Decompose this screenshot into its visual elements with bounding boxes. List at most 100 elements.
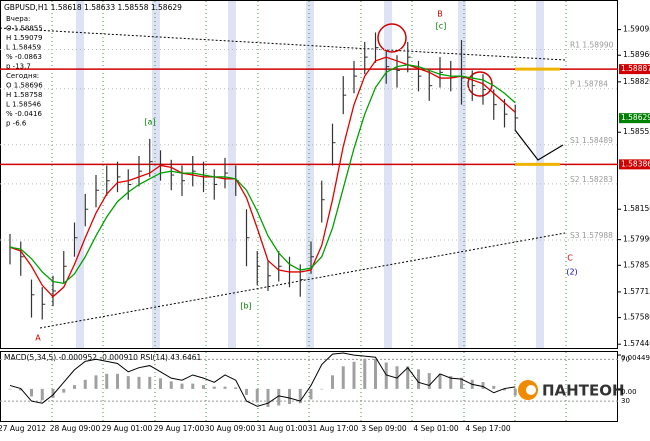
wave-label: B: [437, 10, 443, 19]
session-band: [306, 1, 314, 348]
info-text: % -0.0863: [6, 53, 42, 61]
wave-label: A: [35, 334, 41, 343]
x-tick-label: 3 Sep 09:00: [361, 424, 407, 433]
macd-bar: [341, 366, 345, 389]
macd-bar: [255, 388, 259, 403]
y-tick-label: 1.58555: [623, 127, 650, 136]
macd-bar: [331, 375, 334, 389]
macd-bar: [180, 383, 184, 389]
y-tick-label: 1.57440: [623, 339, 650, 348]
info-text: O 1.58855: [6, 25, 43, 33]
x-tick-label: 28 Aug 09:00: [50, 424, 101, 433]
macd-bar: [406, 366, 410, 389]
x-tick-label: 4 Sep 17:00: [465, 424, 511, 433]
pivot-label: S1 1.58489: [570, 136, 613, 145]
macd-bar: [309, 388, 313, 400]
session-band: [384, 1, 392, 348]
pivot-name: S1: [570, 136, 580, 145]
pivot-name: P: [570, 80, 575, 89]
wave-label: (2): [566, 268, 577, 277]
macd-bar: [51, 388, 55, 398]
macd-bar: [384, 362, 388, 389]
y-tick-label: 0.004493: [621, 354, 650, 362]
macd-bar: [427, 373, 431, 389]
session-band: [76, 1, 84, 348]
macd-bar: [223, 386, 227, 389]
pivot-label: S3 1.57988: [570, 231, 613, 240]
x-tick-label: 30 Aug 09:00: [205, 424, 256, 433]
logo-text: ПАНТЕОН: [542, 382, 625, 400]
macd-bar: [460, 377, 463, 389]
info-text: L 1.58546: [6, 101, 42, 109]
session-band: [228, 1, 236, 348]
pivot-label: S2 1.58283: [570, 175, 613, 184]
y-tick-label: 1.58820: [623, 77, 650, 86]
macd-bar: [126, 376, 130, 389]
macd-bar: [62, 388, 66, 393]
info-text: % -0.0416: [6, 110, 42, 118]
level-highlight: [515, 162, 560, 166]
macd-bar: [374, 358, 377, 389]
level-box: [619, 159, 650, 170]
info-text: H 1.58758: [6, 91, 42, 99]
session-bands: [76, 1, 544, 348]
macd-bar: [8, 388, 12, 390]
macd-bar: [352, 361, 356, 389]
pivot-value: 1.58489: [582, 136, 613, 145]
rsi-tick-label: 30: [621, 397, 630, 405]
indicator-title: MACD(5,34,5) -0.000952 -0.000910 RSI(14)…: [4, 353, 202, 362]
macd-bar: [277, 388, 281, 406]
macd-bar: [245, 388, 248, 395]
macd-bar: [191, 383, 195, 389]
info-text: Сегодня:: [6, 72, 39, 80]
macd-bar: [73, 385, 76, 389]
macd-bar: [288, 388, 291, 404]
macd-bar: [513, 388, 517, 396]
x-tick-label: 27 Aug 2012: [0, 424, 46, 433]
macd-bar: [266, 388, 270, 407]
macd-bar: [169, 381, 173, 389]
info-text: L 1.58459: [6, 44, 41, 52]
macd-bar: [234, 387, 238, 389]
pivot-name: S2: [570, 175, 580, 184]
session-band: [152, 1, 160, 348]
info-text: p -13.7: [6, 63, 31, 71]
level-highlight: [515, 67, 560, 71]
y-tick-label: 1.59095: [623, 25, 650, 34]
trend-line: [39, 232, 566, 329]
macd-bar: [481, 382, 485, 389]
macd-bar: [449, 376, 453, 389]
last-price-label: 1.58629: [621, 113, 650, 122]
macd-bar: [492, 385, 496, 389]
pivot-name: R1: [570, 41, 580, 50]
macd-bar: [320, 388, 324, 390]
macd-bar: [202, 385, 205, 389]
wave-label: C: [567, 254, 573, 263]
y-tick-label: 1.57990: [623, 235, 650, 244]
level-box: [619, 64, 650, 75]
info-text: p -6.6: [6, 120, 27, 128]
x-tick-label: 31 Aug 17:00: [308, 424, 359, 433]
macd-bar: [83, 379, 87, 389]
macd-bar: [105, 373, 109, 389]
info-text: O 1.58696: [6, 82, 43, 90]
macd-bar: [19, 388, 23, 391]
x-tick-label: 4 Sep 01:00: [413, 424, 459, 433]
pivot-value: 1.57988: [582, 231, 613, 240]
pivot-label: R1 1.58990: [570, 41, 614, 50]
pivot-value: 1.58990: [582, 41, 613, 50]
rsi-tick-label: 70: [621, 355, 630, 363]
pivot-label: P 1.58784: [570, 80, 608, 89]
x-tick-label: 31 Aug 01:00: [257, 424, 308, 433]
info-text: Вчера:: [6, 15, 30, 23]
macd-bar: [298, 388, 302, 404]
y-tick-label: 0.00: [621, 388, 637, 396]
forecast-path: [514, 129, 564, 161]
macd-bar: [116, 373, 119, 389]
x-tick-label: 29 Aug 17:00: [154, 424, 205, 433]
macd-bar: [30, 388, 33, 397]
session-band: [458, 1, 466, 348]
y-tick-label: 1.58960: [623, 50, 650, 59]
macd-bar: [159, 378, 162, 389]
